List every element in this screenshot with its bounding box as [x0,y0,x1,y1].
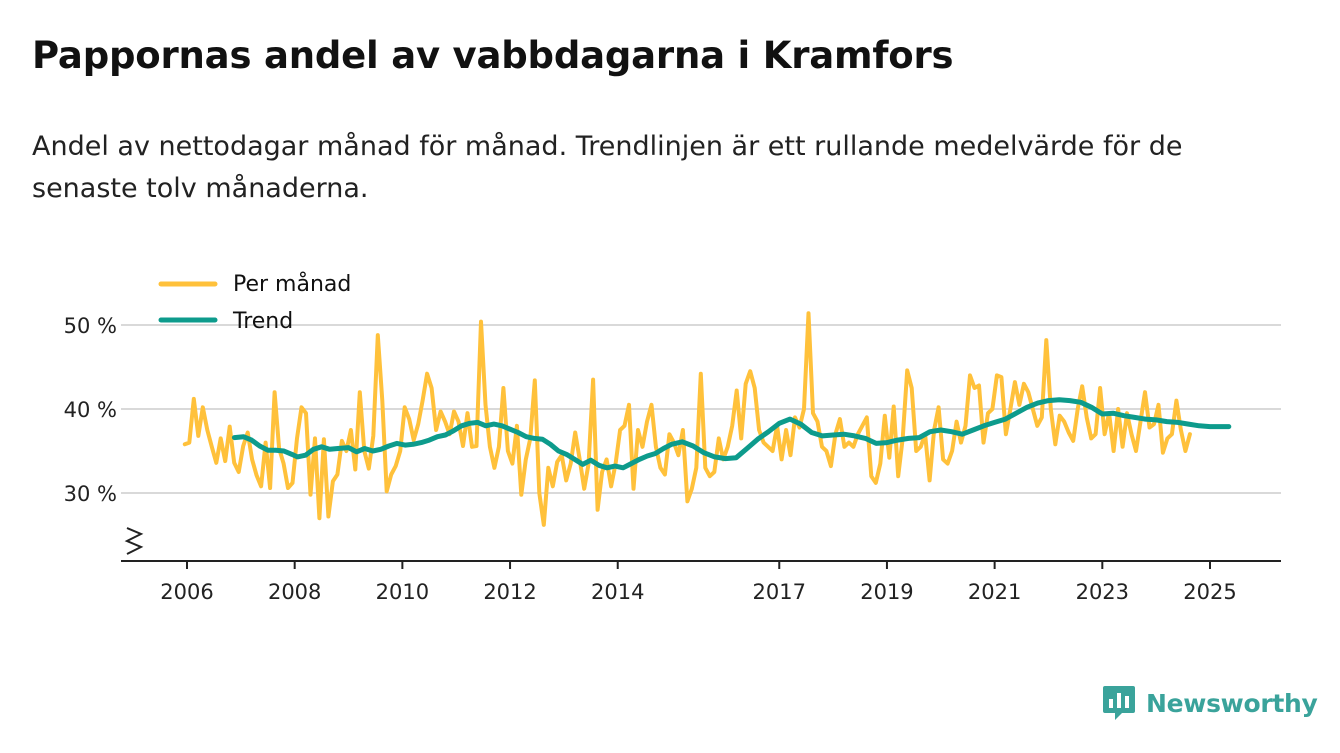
legend-label-trend: Trend [232,309,293,334]
x-tick-label: 2021 [968,580,1021,604]
legend: Per månad Trend [158,271,351,334]
x-tick-label: 2014 [591,580,644,604]
x-tick-label: 2010 [376,580,429,604]
y-tick-label: 40 % [64,398,117,422]
x-tick-label: 2008 [268,580,321,604]
axis-break-icon [124,527,144,555]
brand-logo: Newsworthy [1102,684,1318,722]
chart-subtitle: Andel av nettodagar månad för månad. Tre… [32,131,1183,204]
legend-label-per-manad: Per månad [233,271,351,297]
x-tick-label: 2019 [860,580,913,604]
newsworthy-logo-icon [1103,686,1135,720]
x-tick-label: 2023 [1076,580,1129,604]
x-tick-label: 2012 [483,580,536,604]
series [182,311,1232,527]
x-axis-ticks: 2006 2008 2010 2012 2014 2017 2019 2021 2023 2025 [160,561,1237,604]
series-line-trend [231,397,1232,471]
y-axis-ticks: 30 % 40 % 50 % [64,314,117,506]
series-line-per-manad [182,311,1192,527]
x-tick-label: 2017 [753,580,806,604]
brand-name: Newsworthy [1146,688,1318,718]
y-tick-label: 50 % [64,314,117,338]
x-tick-label: 2006 [160,580,213,604]
x-tick-label: 2025 [1183,580,1236,604]
x-axis [121,527,1281,562]
y-tick-label: 30 % [64,482,117,506]
page-title: Pappornas andel av vabbdagarna i Kramfor… [32,34,954,77]
